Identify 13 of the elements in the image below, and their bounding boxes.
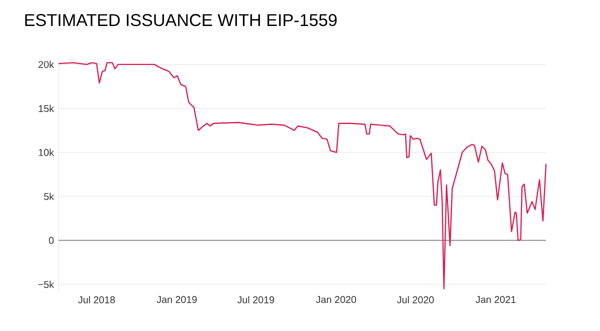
y-tick-label: 0 [48,236,54,244]
y-tick-label: 20k [38,60,54,68]
y-tick-label: 15k [38,104,54,112]
chart-title: ESTIMATED ISSUANCE WITH EIP-1559 [25,14,337,26]
y-tick-label: 5k [44,192,54,200]
x-tick-label: Jan 2019 [156,296,197,304]
x-tick-label: Jul 2019 [237,296,274,304]
x-tick-label: Jul 2020 [397,296,434,304]
x-tick-label: Jul 2018 [78,296,115,304]
y-tick-label: 10k [38,148,54,156]
x-tick-label: Jan 2021 [476,296,516,304]
x-tick-label: Jan 2020 [316,296,356,304]
y-tick-label: −5k [38,280,54,288]
